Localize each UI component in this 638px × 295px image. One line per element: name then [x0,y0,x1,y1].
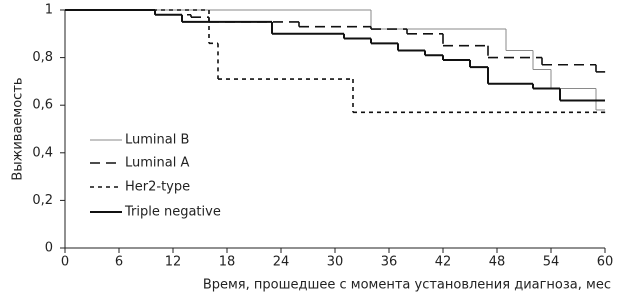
y-axis-label: Выживаемость [11,77,26,180]
legend-label: Her2-type [125,180,190,195]
x-tick-label: 60 [597,255,614,270]
legend-label: Luminal A [125,156,189,171]
y-tick-label: 0,4 [32,145,53,160]
x-tick-label: 6 [115,255,123,270]
x-tick-label: 36 [381,255,398,270]
x-tick-label: 30 [327,255,344,270]
x-tick-label: 48 [489,255,506,270]
legend-label: Triple negative [124,205,221,220]
y-tick-label: 0 [45,241,53,256]
y-tick-label: 0,8 [32,50,53,65]
x-tick-label: 54 [543,255,560,270]
y-tick-label: 1 [45,3,53,18]
x-tick-label: 12 [165,255,182,270]
x-tick-label: 0 [61,255,69,270]
y-tick-label: 0,2 [32,193,53,208]
y-tick-label: 0,6 [32,98,53,113]
legend-label: Luminal B [125,133,189,148]
x-axis-label: Время, прошедшее с момента установления … [203,278,611,293]
x-tick-label: 24 [273,255,290,270]
x-tick-label: 18 [219,255,236,270]
x-tick-label: 42 [435,255,452,270]
